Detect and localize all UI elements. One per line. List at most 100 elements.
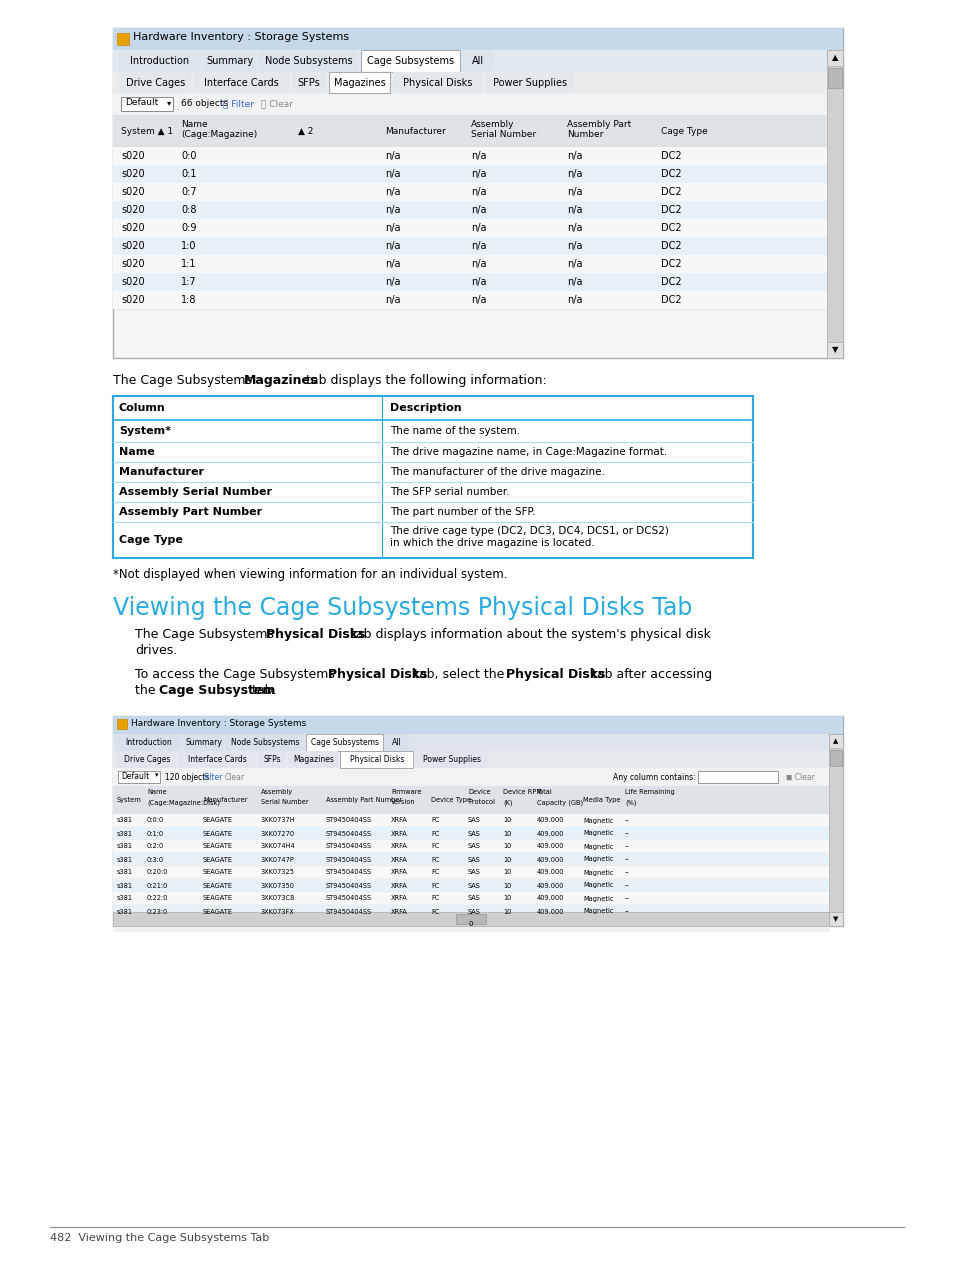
FancyBboxPatch shape [112, 50, 842, 72]
FancyBboxPatch shape [826, 50, 842, 358]
Text: Magazines: Magazines [293, 755, 334, 764]
Text: n/a: n/a [385, 169, 400, 179]
Text: Cage Subsystems: Cage Subsystems [367, 56, 454, 66]
Text: 3XK074H4: 3XK074H4 [261, 844, 295, 849]
FancyBboxPatch shape [361, 50, 459, 72]
FancyBboxPatch shape [112, 785, 828, 813]
FancyBboxPatch shape [826, 342, 842, 358]
Text: XRFA: XRFA [391, 909, 407, 915]
FancyBboxPatch shape [112, 165, 826, 183]
Text: SEAGATE: SEAGATE [203, 909, 233, 915]
Text: Assembly: Assembly [471, 119, 514, 128]
Text: Name: Name [119, 447, 154, 458]
Text: Assembly Part Number: Assembly Part Number [326, 797, 402, 803]
FancyBboxPatch shape [112, 905, 828, 918]
Text: Summary: Summary [206, 56, 253, 66]
FancyBboxPatch shape [828, 913, 842, 927]
Text: Magnetic: Magnetic [582, 896, 613, 901]
Text: Introduction: Introduction [126, 738, 172, 747]
Text: SEAGATE: SEAGATE [203, 844, 233, 849]
Text: Magnetic: Magnetic [582, 844, 613, 849]
Text: s020: s020 [121, 222, 145, 233]
Text: SEAGATE: SEAGATE [203, 882, 233, 888]
FancyBboxPatch shape [112, 768, 842, 785]
FancyBboxPatch shape [416, 751, 488, 768]
Text: Magnetic: Magnetic [582, 857, 613, 863]
Text: ▲ 2: ▲ 2 [297, 127, 313, 136]
FancyBboxPatch shape [112, 273, 826, 291]
Text: ST9450404SS: ST9450404SS [326, 896, 372, 901]
Text: Interface Cards: Interface Cards [188, 755, 247, 764]
Text: s381: s381 [117, 869, 132, 876]
FancyBboxPatch shape [112, 397, 752, 558]
Text: DC2: DC2 [660, 187, 680, 197]
FancyBboxPatch shape [306, 733, 383, 751]
FancyBboxPatch shape [117, 733, 181, 751]
Text: (K): (K) [502, 799, 512, 806]
FancyBboxPatch shape [112, 880, 828, 892]
Text: The drive cage type (DC2, DC3, DC4, DCS1, or DCS2): The drive cage type (DC2, DC3, DC4, DCS1… [390, 526, 668, 536]
Text: --: -- [624, 869, 629, 876]
FancyBboxPatch shape [112, 291, 826, 309]
Text: Column: Column [119, 403, 166, 413]
Text: 409.000: 409.000 [537, 882, 564, 888]
Text: ST9450404SS: ST9450404SS [326, 882, 372, 888]
Text: Interface Cards: Interface Cards [204, 78, 279, 88]
FancyBboxPatch shape [112, 827, 828, 840]
FancyBboxPatch shape [119, 50, 200, 72]
Text: s020: s020 [121, 295, 145, 305]
Text: n/a: n/a [385, 241, 400, 250]
Text: --: -- [624, 909, 629, 915]
Text: SAS: SAS [468, 869, 480, 876]
Text: --: -- [624, 896, 629, 901]
Text: Hardware Inventory : Storage Systems: Hardware Inventory : Storage Systems [132, 32, 349, 42]
Text: 120 objects: 120 objects [165, 773, 209, 782]
Text: Magnetic: Magnetic [582, 830, 613, 836]
Text: SAS: SAS [468, 857, 480, 863]
Text: XRFA: XRFA [391, 896, 407, 901]
FancyBboxPatch shape [827, 69, 841, 88]
Text: 0: 0 [468, 921, 473, 928]
Text: n/a: n/a [566, 241, 582, 250]
Text: 1:0: 1:0 [181, 241, 196, 250]
Text: tab displays the following information:: tab displays the following information: [302, 374, 546, 386]
Text: The SFP serial number.: The SFP serial number. [390, 487, 509, 497]
Text: Life Remaining: Life Remaining [624, 789, 674, 794]
Text: --: -- [624, 817, 629, 824]
Text: FC: FC [431, 817, 439, 824]
Text: DC2: DC2 [660, 259, 680, 269]
FancyBboxPatch shape [119, 72, 192, 93]
Text: 0:9: 0:9 [181, 222, 196, 233]
Text: --: -- [624, 857, 629, 863]
Text: Manufacturer: Manufacturer [203, 797, 247, 803]
Text: 0:2:0: 0:2:0 [147, 844, 164, 849]
Text: s020: s020 [121, 151, 145, 161]
FancyBboxPatch shape [288, 751, 338, 768]
Text: Name: Name [147, 789, 167, 794]
Text: 3XK07350: 3XK07350 [261, 882, 294, 888]
Text: n/a: n/a [566, 151, 582, 161]
FancyBboxPatch shape [117, 719, 127, 730]
FancyBboxPatch shape [117, 751, 176, 768]
Text: The Cage Subsystems: The Cage Subsystems [135, 628, 277, 641]
Text: 10: 10 [502, 857, 511, 863]
Text: n/a: n/a [566, 205, 582, 215]
Text: n/a: n/a [566, 295, 582, 305]
Text: Capacity (GB): Capacity (GB) [537, 799, 582, 806]
Text: ST9450404SS: ST9450404SS [326, 909, 372, 915]
Text: Manufacturer: Manufacturer [119, 466, 204, 477]
Text: DC2: DC2 [660, 241, 680, 250]
Text: ▲: ▲ [831, 53, 838, 62]
Text: ◼ Clear: ◼ Clear [785, 773, 814, 782]
Text: The manufacturer of the drive magazine.: The manufacturer of the drive magazine. [390, 466, 604, 477]
Text: 10: 10 [502, 869, 511, 876]
Text: FC: FC [431, 882, 439, 888]
Text: (%): (%) [624, 799, 636, 806]
FancyBboxPatch shape [463, 50, 492, 72]
Text: The name of the system.: The name of the system. [390, 426, 519, 436]
Text: FC: FC [431, 909, 439, 915]
Text: Physical Disks: Physical Disks [403, 78, 472, 88]
Text: ▾: ▾ [154, 771, 158, 778]
Text: tab.: tab. [248, 684, 276, 697]
Text: n/a: n/a [385, 259, 400, 269]
